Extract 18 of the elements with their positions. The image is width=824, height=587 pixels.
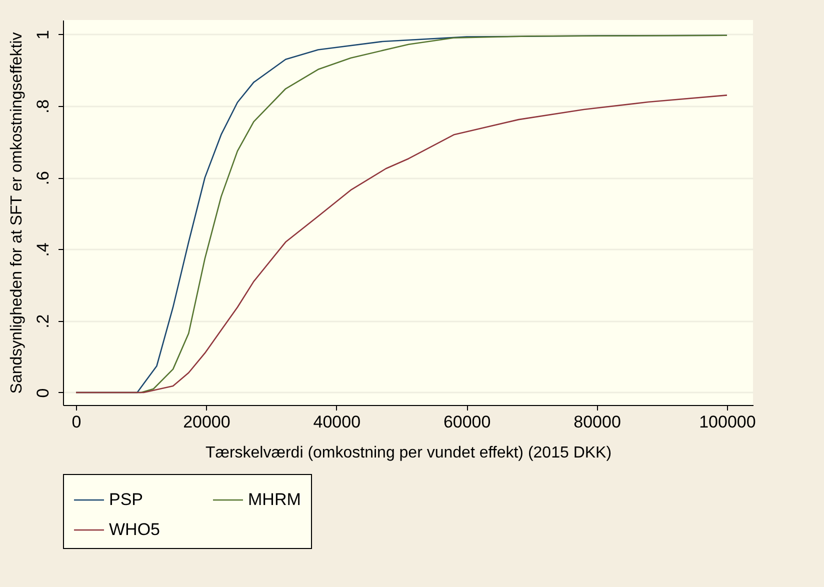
x-tick-label: 20000	[183, 412, 230, 432]
y-tick-label: .2	[34, 314, 52, 328]
x-tick-label: 0	[72, 412, 82, 432]
x-tick-label: 60000	[443, 412, 491, 432]
x-tick-label: 80000	[574, 412, 621, 432]
legend-label: WHO5	[109, 520, 160, 539]
y-axis-title: Sandsynligheden for at SFT er omkostningseffektiv	[8, 32, 26, 394]
y-tick-label: .4	[34, 242, 52, 257]
y-tick-label: .8	[34, 99, 52, 114]
y-tick-label: .6	[34, 170, 52, 186]
x-tick-label: 100000	[699, 412, 756, 432]
x-axis-title: Tærskelværdi (omkostning per vundet effekt) (2015 DKK)	[205, 444, 612, 462]
legend-label: MHRM	[248, 490, 301, 509]
legend-label: PSP	[109, 490, 144, 509]
y-tick-label: 1	[34, 30, 52, 40]
line-series	[75, 94, 728, 394]
y-tick-label: 0	[34, 388, 52, 398]
x-tick-label: 40000	[313, 412, 361, 432]
